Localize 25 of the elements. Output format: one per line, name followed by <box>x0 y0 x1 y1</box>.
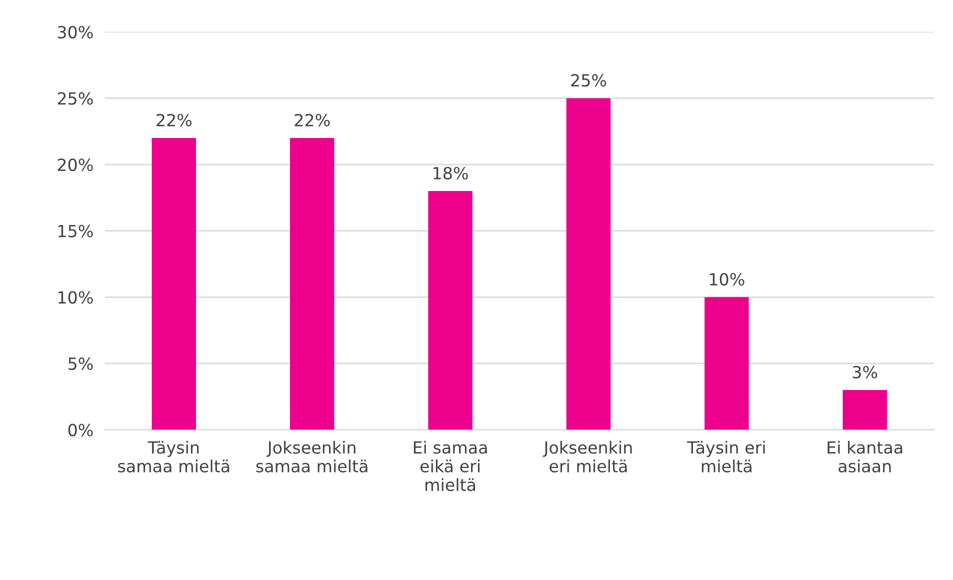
bar <box>704 297 749 430</box>
y-tick-label: 25% <box>58 92 93 105</box>
x-tick-label: Ei kantaa asiaan <box>828 440 902 472</box>
bar <box>842 390 887 430</box>
data-label: 22% <box>156 114 192 126</box>
y-tick-label: 20% <box>58 158 93 172</box>
data-label: 10% <box>710 272 744 286</box>
bar <box>152 138 196 430</box>
y-tick-label: 30% <box>58 26 93 38</box>
bar <box>290 138 334 430</box>
x-tick-label: Ei samaa eikä eri mieltä <box>414 440 487 492</box>
y-tick-label: 5% <box>68 357 93 370</box>
data-label: 3% <box>852 366 878 378</box>
y-tick-label: 10% <box>58 291 93 304</box>
y-tick-label: 15% <box>58 224 93 238</box>
data-label: 25% <box>571 74 606 87</box>
x-tick-label: Jokseenkin eri mieltä <box>542 440 632 472</box>
x-tick-label: Täysin eri mieltä <box>687 440 765 472</box>
bar <box>566 98 611 430</box>
y-tick-label: 0% <box>68 424 93 436</box>
x-tick-label: Jokseenkin samaa mieltä <box>256 440 368 472</box>
x-tick-label: Täysin samaa mieltä <box>118 440 230 472</box>
bar <box>428 191 472 430</box>
data-label: 22% <box>294 114 330 126</box>
data-label: 18% <box>434 166 468 180</box>
